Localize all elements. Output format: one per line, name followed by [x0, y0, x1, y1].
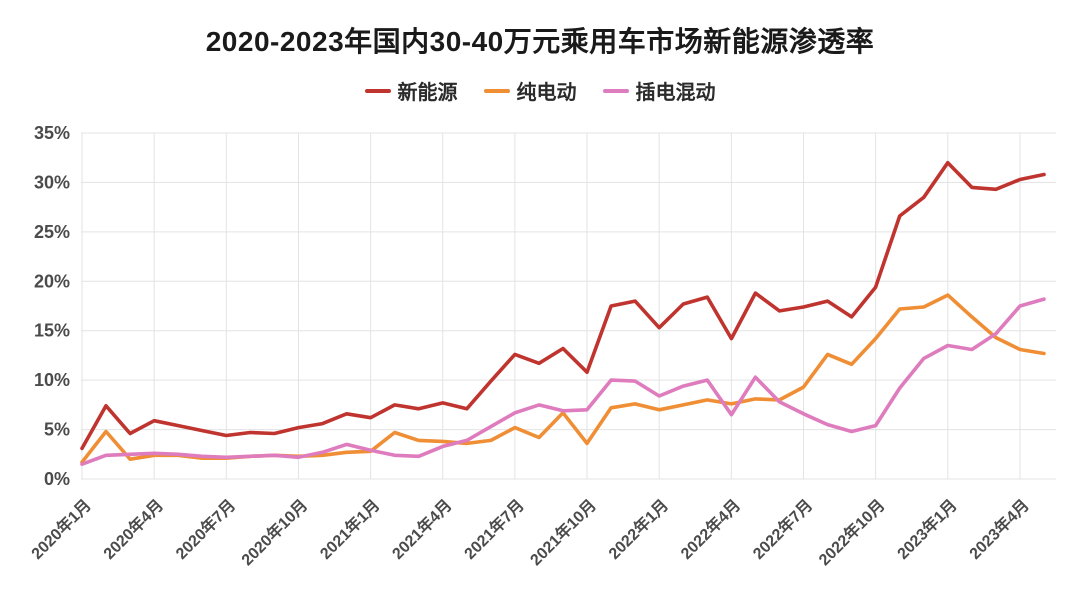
chart-title: 2020-2023年国内30-40万元乘用车市场新能源渗透率: [205, 26, 875, 57]
x-axis-tick-label: 2022年7月: [749, 495, 817, 563]
y-axis-tick-label: 30%: [34, 172, 70, 192]
legend-item-2: 插电混动: [602, 76, 716, 105]
y-axis-tick-label: 0%: [44, 469, 70, 489]
y-axis-tick-label: 35%: [34, 123, 70, 143]
series-line-0: [80, 160, 1046, 451]
y-axis-tick-label: 20%: [34, 271, 70, 291]
legend-dash-icon: [602, 88, 629, 93]
x-axis-tick-label: 2022年10月: [815, 495, 889, 569]
y-axis-tick-label: 10%: [34, 370, 70, 390]
x-axis-tick-label: 2021年7月: [460, 495, 528, 563]
x-axis-tick-label: 2020年1月: [27, 495, 95, 563]
legend-item-label: 纯电动: [516, 82, 577, 104]
x-axis-tick-label: 2023年4月: [965, 495, 1033, 563]
x-axis-tick-label: 2021年4月: [388, 495, 456, 563]
legend-dash-icon: [483, 88, 510, 93]
x-axis-tick-label: 2022年1月: [604, 495, 672, 563]
x-axis-tick-label: 2020年4月: [99, 495, 167, 563]
x-axis-tick-label: 2023年1月: [893, 495, 961, 563]
x-axis-tick-label: 2021年1月: [316, 495, 384, 563]
x-axis-tick-label: 2020年7月: [172, 495, 240, 563]
x-axis-tick-label: 2022年4月: [677, 495, 745, 563]
series-line-2: [80, 297, 1046, 467]
legend-item-0: 新能源: [364, 76, 458, 105]
x-axis-tick-label: 2021年10月: [526, 495, 600, 569]
legend-item-label: 插电混动: [635, 82, 716, 104]
y-axis-tick-label: 15%: [34, 321, 70, 341]
legend-item-1: 纯电动: [483, 76, 577, 105]
y-axis-tick-label: 25%: [34, 222, 70, 242]
y-axis-tick-label: 5%: [44, 420, 70, 440]
legend-item-label: 新能源: [397, 82, 458, 104]
x-axis-tick-label: 2020年10月: [237, 495, 311, 569]
legend: 新能源 纯电动 插电混动: [0, 76, 1080, 105]
legend-dash-icon: [364, 88, 391, 93]
